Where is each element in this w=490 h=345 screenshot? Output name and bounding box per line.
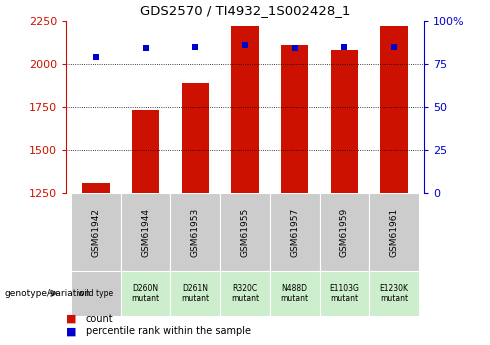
Text: count: count [86, 314, 113, 324]
Bar [121, 271, 171, 316]
Text: genotype/variation: genotype/variation [5, 289, 91, 298]
Text: ■: ■ [66, 326, 76, 336]
Text: percentile rank within the sample: percentile rank within the sample [86, 326, 251, 336]
Bar [231, 26, 259, 193]
Text: GSM61959: GSM61959 [340, 207, 349, 257]
Text: GSM61961: GSM61961 [390, 207, 398, 257]
Text: GSM61953: GSM61953 [191, 207, 200, 257]
Text: GSM61957: GSM61957 [290, 207, 299, 257]
Bar [182, 83, 209, 193]
Bar [171, 271, 220, 316]
Bar [270, 193, 319, 271]
Text: R320C
mutant: R320C mutant [231, 284, 259, 303]
Bar [331, 50, 358, 193]
Bar [380, 26, 408, 193]
Bar [319, 193, 369, 271]
Bar [281, 45, 308, 193]
Bar [220, 193, 270, 271]
Bar [121, 193, 171, 271]
Bar [369, 193, 419, 271]
Bar [369, 271, 419, 316]
Bar [171, 193, 220, 271]
Text: N488D
mutant: N488D mutant [281, 284, 309, 303]
Bar [71, 271, 121, 316]
Text: GSM61955: GSM61955 [241, 207, 249, 257]
Bar [270, 271, 319, 316]
Text: GSM61944: GSM61944 [141, 207, 150, 257]
Bar [71, 193, 121, 271]
Text: ■: ■ [66, 314, 76, 324]
Bar [220, 271, 270, 316]
Text: E1103G
mutant: E1103G mutant [329, 284, 359, 303]
Bar [132, 110, 159, 193]
Text: D261N
mutant: D261N mutant [181, 284, 209, 303]
Text: wild type: wild type [78, 289, 114, 298]
Bar [319, 271, 369, 316]
Text: E1230K
mutant: E1230K mutant [380, 284, 409, 303]
Text: GSM61942: GSM61942 [92, 207, 100, 257]
Title: GDS2570 / TI4932_1S002428_1: GDS2570 / TI4932_1S002428_1 [140, 4, 350, 17]
Text: D260N
mutant: D260N mutant [132, 284, 160, 303]
Bar [82, 183, 110, 193]
